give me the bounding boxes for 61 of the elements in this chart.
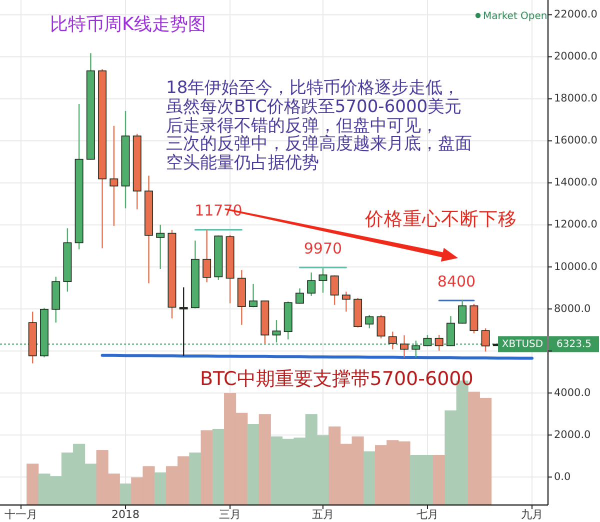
bar (433, 455, 446, 506)
bar (258, 414, 271, 506)
annotation: 9970 (304, 240, 342, 258)
candlestick (365, 314, 374, 329)
text: 6323.5 (556, 338, 592, 350)
x-tick-label: 三月 (219, 508, 242, 521)
y-tick-label: 18000.0 (554, 92, 598, 105)
candlestick (202, 229, 212, 283)
y-tick-label: 14000.0 (554, 176, 598, 189)
y-tick-label: 4000.0 (554, 386, 591, 399)
y-tick-label: 12000.0 (554, 218, 598, 231)
x-tick-label: 2018 (112, 508, 140, 521)
candlestick (318, 268, 328, 294)
annotation: BTC中期重要支撑带5700-6000 (200, 368, 474, 390)
y-tick-label: 20000.0 (554, 50, 598, 63)
candlestick (376, 314, 386, 339)
y-tick-label: 16000.0 (554, 134, 598, 147)
bar (189, 452, 202, 506)
candlestick (481, 328, 490, 352)
bar (363, 451, 376, 506)
y-tick-label: 10000.0 (554, 260, 598, 273)
annotation: Market Open (483, 11, 548, 22)
candlestick (388, 331, 397, 350)
annotation: 8400 (437, 272, 476, 291)
candlestick (307, 272, 316, 296)
annotation: 11770 (194, 202, 242, 220)
bar (119, 484, 132, 506)
candlestick (330, 274, 339, 306)
candlestick (400, 334, 408, 358)
candlestick (458, 299, 467, 324)
annotation: 虽然每次BTC价格跌至5700-6000美元 (166, 97, 462, 117)
candlestick (179, 286, 188, 357)
y-tick-label: 2000.0 (554, 428, 591, 441)
candlestick (342, 291, 350, 312)
annotation: 后走录得不错的反弹，但盘中可见， (166, 116, 438, 136)
bar (247, 424, 260, 506)
annotation: 三次的反弹中，反弹高度越来月底，盘面 (166, 134, 472, 154)
y-tick-label: 0.0 (554, 470, 571, 483)
candlestick (412, 340, 420, 358)
bar (212, 428, 224, 506)
y-tick-label: 22000.0 (554, 8, 598, 21)
x-tick-label: 九月 (521, 508, 543, 521)
candlestick (434, 334, 444, 352)
x-tick-label: 十一月 (4, 508, 38, 521)
ref-line-label: XBTUSD (502, 338, 544, 350)
candlestick (110, 125, 118, 227)
x-tick-label: 七月 (416, 508, 438, 521)
annotation: 18年伊始至今，比特币价格逐步走低， (166, 78, 460, 98)
y-tick-label: 8000.0 (554, 302, 591, 315)
candlestick (295, 288, 304, 304)
annotation: 价格重心不断下移 (364, 208, 517, 230)
annotation: 空头能量仍占据优势 (166, 153, 319, 173)
text: 比特币周K线走势图 (50, 14, 206, 35)
bar (26, 464, 39, 506)
bar (200, 430, 213, 506)
bar (154, 472, 166, 506)
x-tick-label: 五月 (312, 508, 334, 521)
candlestick (272, 319, 281, 343)
candlestick (156, 224, 165, 270)
candlestick (249, 283, 258, 308)
candlestick (446, 315, 455, 347)
